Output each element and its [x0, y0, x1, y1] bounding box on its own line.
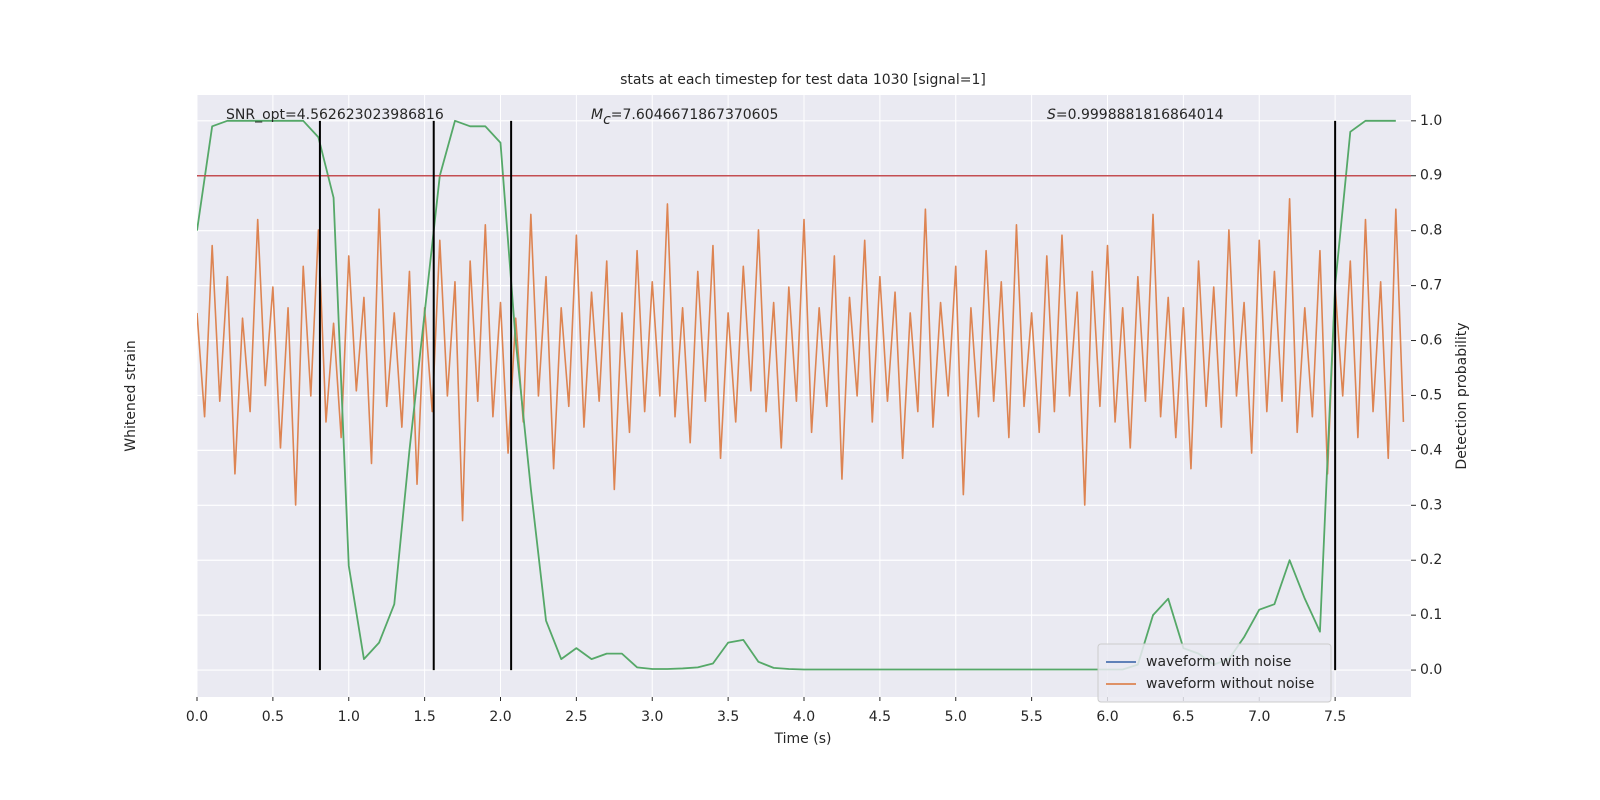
x-tick-label: 5.0 [945, 709, 967, 725]
x-tick-label: 3.0 [641, 709, 663, 725]
y2-tick-label: 0.0 [1420, 662, 1442, 678]
y2-tick-label: 0.7 [1420, 278, 1442, 294]
y2-tick-label: 0.1 [1420, 607, 1442, 623]
y2-tick-label: 0.9 [1420, 168, 1442, 184]
annotation: S=0.9998881816864014 [1047, 107, 1224, 123]
y2-tick-label: 0.6 [1420, 333, 1442, 349]
annotation-subscript: c [603, 112, 611, 128]
annotation-symbol: S [1047, 107, 1056, 123]
y2-tick-label: 1.0 [1420, 113, 1442, 129]
y2-tick-label: 0.8 [1420, 223, 1442, 239]
x-tick-label: 6.5 [1172, 709, 1194, 725]
x-tick-label: 0.0 [186, 709, 208, 725]
annotation: SNR_opt=4.562623023986816 [226, 107, 444, 123]
x-tick-label: 1.0 [338, 709, 360, 725]
chart-title: stats at each timestep for test data 103… [620, 72, 986, 88]
x-tick-label: 6.0 [1096, 709, 1118, 725]
x-tick-label: 1.5 [413, 709, 435, 725]
marks [197, 119, 1411, 671]
legend: waveform with noise waveform without nois… [1097, 643, 1332, 703]
x-tick-label: 0.5 [262, 709, 284, 725]
annotation: Mc=7.6046671867370605 [591, 107, 778, 128]
x-tick-label: 3.5 [717, 709, 739, 725]
y2-tick-label: 0.5 [1420, 387, 1442, 403]
y-axis-label: Whitened strain [123, 340, 139, 451]
x-tick-label: 2.0 [489, 709, 511, 725]
legend-label: waveform with noise [1146, 654, 1291, 670]
y2-tick-label: 0.4 [1420, 442, 1442, 458]
x-tick-label: 7.5 [1324, 709, 1346, 725]
legend-label: waveform without noise [1146, 676, 1314, 692]
x-tick-label: 5.5 [1020, 709, 1042, 725]
x-tick-label: 4.0 [793, 709, 815, 725]
y2-tick-label: 0.2 [1420, 552, 1442, 568]
annotation-value: =7.6046671867370605 [611, 107, 779, 123]
annotation-symbol: M [591, 107, 603, 123]
x-axis-label: Time (s) [774, 731, 832, 747]
legend-box [1097, 643, 1332, 703]
y2-axis-label: Detection probability [1454, 322, 1470, 469]
labels: 0.0 0.5 1.0 1.5 2.0 2.5 3.0 3.5 4.0 4.5 5.0 5.5 6.0 6… [186, 113, 1442, 725]
annotation-value: =0.9998881816864014 [1056, 107, 1224, 123]
x-tick-label: 2.5 [565, 709, 587, 725]
x-tick-label: 4.5 [869, 709, 891, 725]
series-line [197, 197, 1405, 522]
y2-tick-label: 0.3 [1420, 497, 1442, 513]
x-tick-label: 7.0 [1248, 709, 1270, 725]
